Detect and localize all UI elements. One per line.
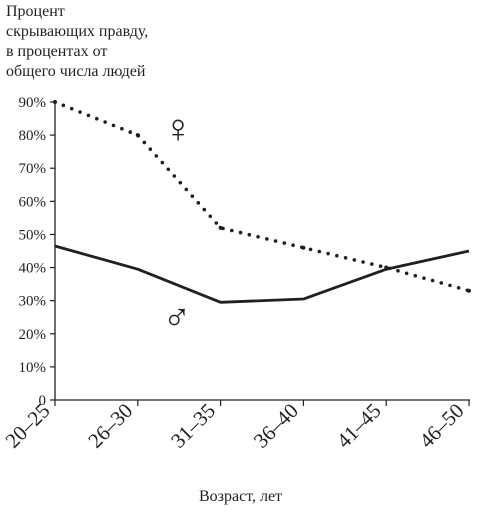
x-ticks: 20–25 26–30 31–35 36–40 41–45 46–50 [0, 399, 470, 453]
y-tick-label: 0 [39, 393, 47, 409]
x-tick-label: 31–35 [166, 399, 220, 453]
y-tick-label: 20% [19, 327, 47, 343]
data-point [218, 225, 223, 230]
data-point [53, 100, 57, 104]
x-tick-label: 41–45 [332, 399, 386, 453]
y-tick-label: 90% [19, 95, 47, 111]
y-tick-label: 10% [19, 360, 47, 376]
y-axis-title: Процент скрывающих правду, в процентах о… [6, 3, 149, 80]
y-ticks: 0 10% 20% 30% 40% 50% 60% 70% 80% 90% [19, 95, 55, 409]
y-tick-label: 80% [19, 128, 47, 144]
series-symbol: ♀ [163, 106, 193, 151]
series-line-1 [54, 244, 470, 304]
series-symbol: ♂ [163, 297, 192, 339]
x-tick-label: 46–50 [414, 399, 468, 453]
y-tick-label: 50% [19, 227, 47, 243]
x-tick-label: 26–30 [83, 399, 137, 453]
data-point [467, 288, 471, 293]
x-tick-label: 36–40 [249, 399, 303, 453]
y-tick-label: 60% [19, 194, 47, 210]
x-axis-title: Возраст, лет [198, 488, 283, 505]
series-symbols: ♀♂ [163, 106, 193, 339]
y-tick-label: 30% [19, 294, 47, 310]
y-tick-label: 70% [19, 161, 47, 177]
series-group [53, 100, 471, 304]
y-tick-label: 40% [19, 261, 47, 277]
data-point [135, 133, 140, 138]
x-tick-label: 20–25 [0, 399, 54, 453]
data-point [301, 245, 306, 250]
axes [54, 100, 470, 401]
